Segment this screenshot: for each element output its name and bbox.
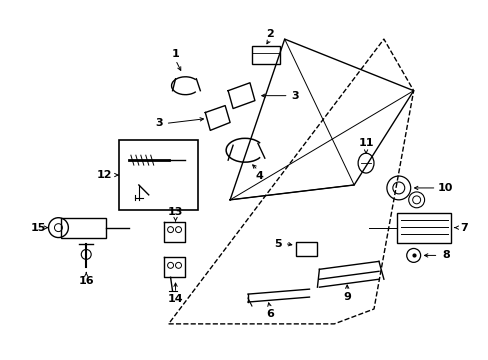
Text: 8: 8 [442,251,449,260]
Text: 13: 13 [167,207,183,217]
Bar [396,213,450,243]
Text: 7: 7 [460,222,467,233]
Bar [61,218,106,238]
Text: 15: 15 [31,222,46,233]
Text: 5: 5 [273,239,281,248]
Text: 3: 3 [155,118,162,129]
Text: 3: 3 [291,91,299,101]
Text: 2: 2 [265,29,273,39]
Text: 6: 6 [265,309,273,319]
Bar [119,140,198,210]
Text: 16: 16 [78,276,94,286]
Bar [251,46,279,64]
Bar [295,242,317,256]
Text: 14: 14 [167,294,183,304]
Text: 4: 4 [255,171,264,181]
Text: 12: 12 [96,170,112,180]
Text: 9: 9 [343,292,350,302]
Text: 10: 10 [437,183,452,193]
Text: 11: 11 [358,138,373,148]
Text: 1: 1 [171,49,179,59]
